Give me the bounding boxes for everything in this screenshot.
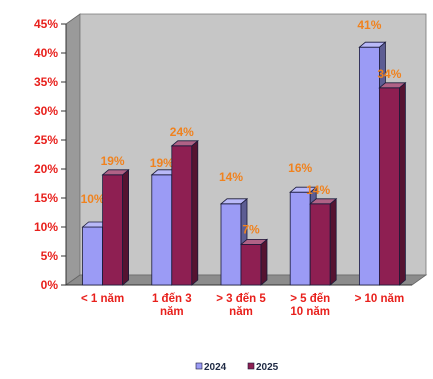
bar-side-2025-4 <box>398 81 406 286</box>
legend-swatch-2024 <box>195 362 203 370</box>
data-label-2025-2: 7% <box>242 222 260 236</box>
legend-label-2024: 2024 <box>204 362 227 373</box>
y-tick-label: 15% <box>34 191 58 205</box>
bar-top-2024-4 <box>358 41 387 48</box>
data-label-2024-4: 41% <box>357 18 381 32</box>
data-label-2025-0: 19% <box>101 154 125 168</box>
side-wall <box>65 13 81 286</box>
data-label-2025-4: 34% <box>377 67 401 81</box>
y-tick-label: 25% <box>34 133 58 147</box>
data-label-2024-1: 19% <box>150 156 174 170</box>
bar-2024-2 <box>220 203 242 286</box>
bar-2024-0 <box>82 226 103 286</box>
bar-top-2025-0 <box>101 169 130 176</box>
data-label-2025-1: 24% <box>170 125 194 139</box>
category-label: năm <box>229 306 253 318</box>
category-label: năm <box>160 306 184 318</box>
bar-top-2025-4 <box>378 82 407 89</box>
bar-2024-1 <box>151 174 173 286</box>
bar-top-2025-1 <box>170 140 199 147</box>
bar-2025-1 <box>171 145 193 286</box>
bar-top-2025-3 <box>309 198 338 205</box>
legend-swatch-2025 <box>247 362 255 370</box>
y-tick-label: 45% <box>34 17 58 31</box>
data-label-2024-0: 10% <box>81 192 105 206</box>
data-label-2024-3: 16% <box>288 161 312 175</box>
legend-label-2025: 2025 <box>256 362 279 373</box>
category-label: 1 đến 3 <box>152 293 192 305</box>
bar-2025-4 <box>378 87 400 286</box>
category-label: > 10 năm <box>355 293 405 305</box>
bar-2025-2 <box>240 243 262 286</box>
bar-side-2025-2 <box>260 238 268 286</box>
y-tick-label: 0% <box>41 278 59 292</box>
bar-side-2025-0 <box>122 168 130 286</box>
category-label: < 1 năm <box>81 293 124 305</box>
category-label: > 5 đến <box>290 293 330 305</box>
data-label-2025-3: 14% <box>306 183 330 197</box>
bar-side-2025-1 <box>191 139 199 286</box>
bar-side-2025-3 <box>329 197 337 286</box>
y-tick-label: 40% <box>34 46 58 60</box>
bar-2025-0 <box>102 174 123 286</box>
bar-top-2024-3 <box>289 186 318 193</box>
y-tick-label: 5% <box>41 249 59 263</box>
bar-top-2025-2 <box>239 238 269 245</box>
y-tick-label: 35% <box>34 75 58 89</box>
data-label-2024-2: 14% <box>219 170 243 184</box>
category-label: 10 năm <box>290 306 330 318</box>
y-tick-label: 10% <box>34 220 58 234</box>
bar-top-2024-2 <box>219 198 249 205</box>
bar-2025-3 <box>309 203 331 286</box>
bar-2024-3 <box>289 191 311 286</box>
y-tick-label: 20% <box>34 162 58 176</box>
category-label: > 3 đến 5 <box>216 293 266 305</box>
y-tick-label: 30% <box>34 104 58 118</box>
bar-2024-4 <box>358 46 380 286</box>
